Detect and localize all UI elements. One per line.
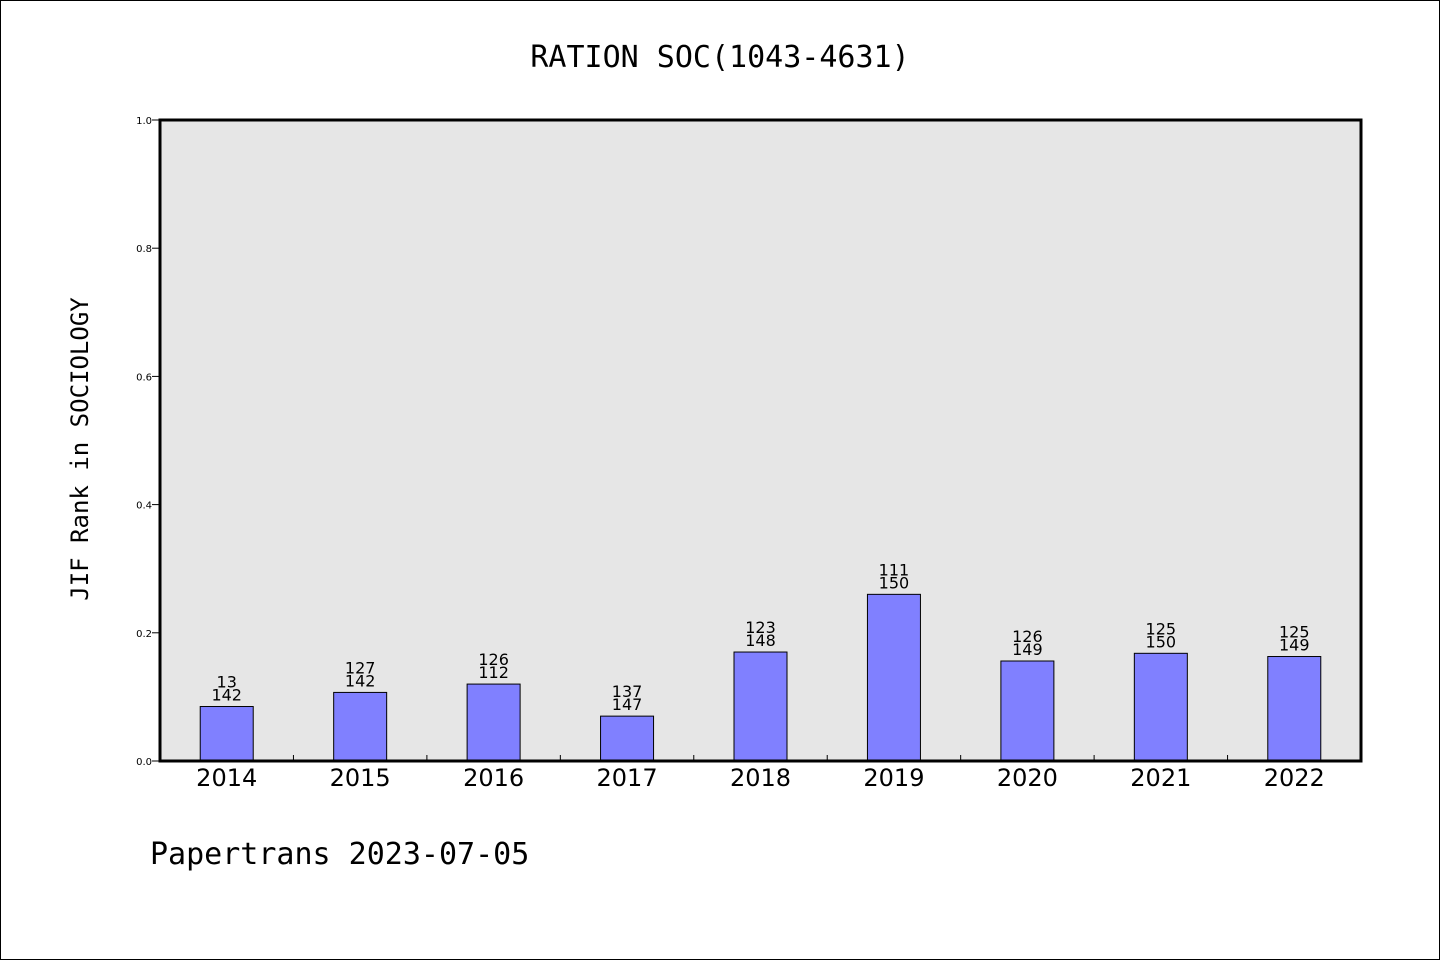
rank-label: 127 (345, 658, 376, 677)
y-tick-label: 0.0 (136, 757, 152, 768)
bar-2022 (1267, 656, 1322, 762)
total-label: 142 (345, 671, 376, 690)
rank-label: 123 (745, 618, 776, 637)
x-tick-label: 2015 (330, 764, 391, 792)
total-label: 112 (478, 663, 509, 682)
x-tick-label: 2017 (597, 764, 658, 792)
total-label: 142 (211, 686, 242, 705)
rank-label: 111 (879, 560, 910, 579)
total-label: 148 (745, 631, 776, 650)
y-axis-label: JIF Rank in SOCIOLOGY (66, 297, 94, 601)
rank-label: 126 (478, 650, 509, 669)
y-tick-label: 0.2 (136, 629, 152, 640)
y-axis: 0.0 0.2 0.4 0.6 0.8 1.0 (136, 116, 160, 768)
total-label: 150 (879, 573, 910, 592)
rank-label: 125 (1146, 619, 1177, 638)
rank-label: 125 (1279, 623, 1310, 642)
bar-2014 (199, 706, 254, 762)
rank-label: 13 (217, 673, 237, 692)
bars-group (199, 593, 1322, 762)
bar-2016 (466, 683, 521, 762)
y-tick-label: 0.6 (136, 372, 152, 383)
bar-2019 (866, 593, 921, 762)
x-tick-label: 2018 (730, 764, 791, 792)
x-tick-label: 2019 (863, 764, 924, 792)
rank-label: 137 (612, 682, 643, 701)
data-labels-group: 1314212714212611213714712314811115012614… (211, 560, 1309, 714)
y-tick-label: 0.8 (136, 244, 152, 255)
plot-border (158, 118, 1363, 763)
chart-title: RATION SOC(1043-4631) (530, 40, 909, 75)
x-tick-label: 2022 (1264, 764, 1325, 792)
y-tick-label: 0.4 (136, 501, 152, 512)
bar-2020 (1000, 660, 1055, 762)
bar-2018 (733, 651, 788, 762)
footer-text: Papertrans 2023-07-05 (150, 837, 529, 872)
total-label: 147 (612, 695, 643, 714)
x-tick-label: 2016 (463, 764, 524, 792)
total-label: 149 (1279, 636, 1310, 655)
bar-2015 (333, 691, 388, 762)
y-tick-label: 1.0 (136, 116, 152, 127)
bar-2021 (1133, 652, 1188, 762)
x-tick-label: 2021 (1130, 764, 1191, 792)
rank-label: 126 (1012, 627, 1043, 646)
bar-2017 (600, 715, 655, 762)
x-tick-label: 2020 (997, 764, 1058, 792)
x-axis: 2014 2015 2016 2017 2018 2019 2020 2021 2022 (196, 755, 1325, 792)
total-label: 150 (1146, 632, 1177, 651)
total-label: 149 (1012, 640, 1043, 659)
x-tick-label: 2014 (196, 764, 257, 792)
